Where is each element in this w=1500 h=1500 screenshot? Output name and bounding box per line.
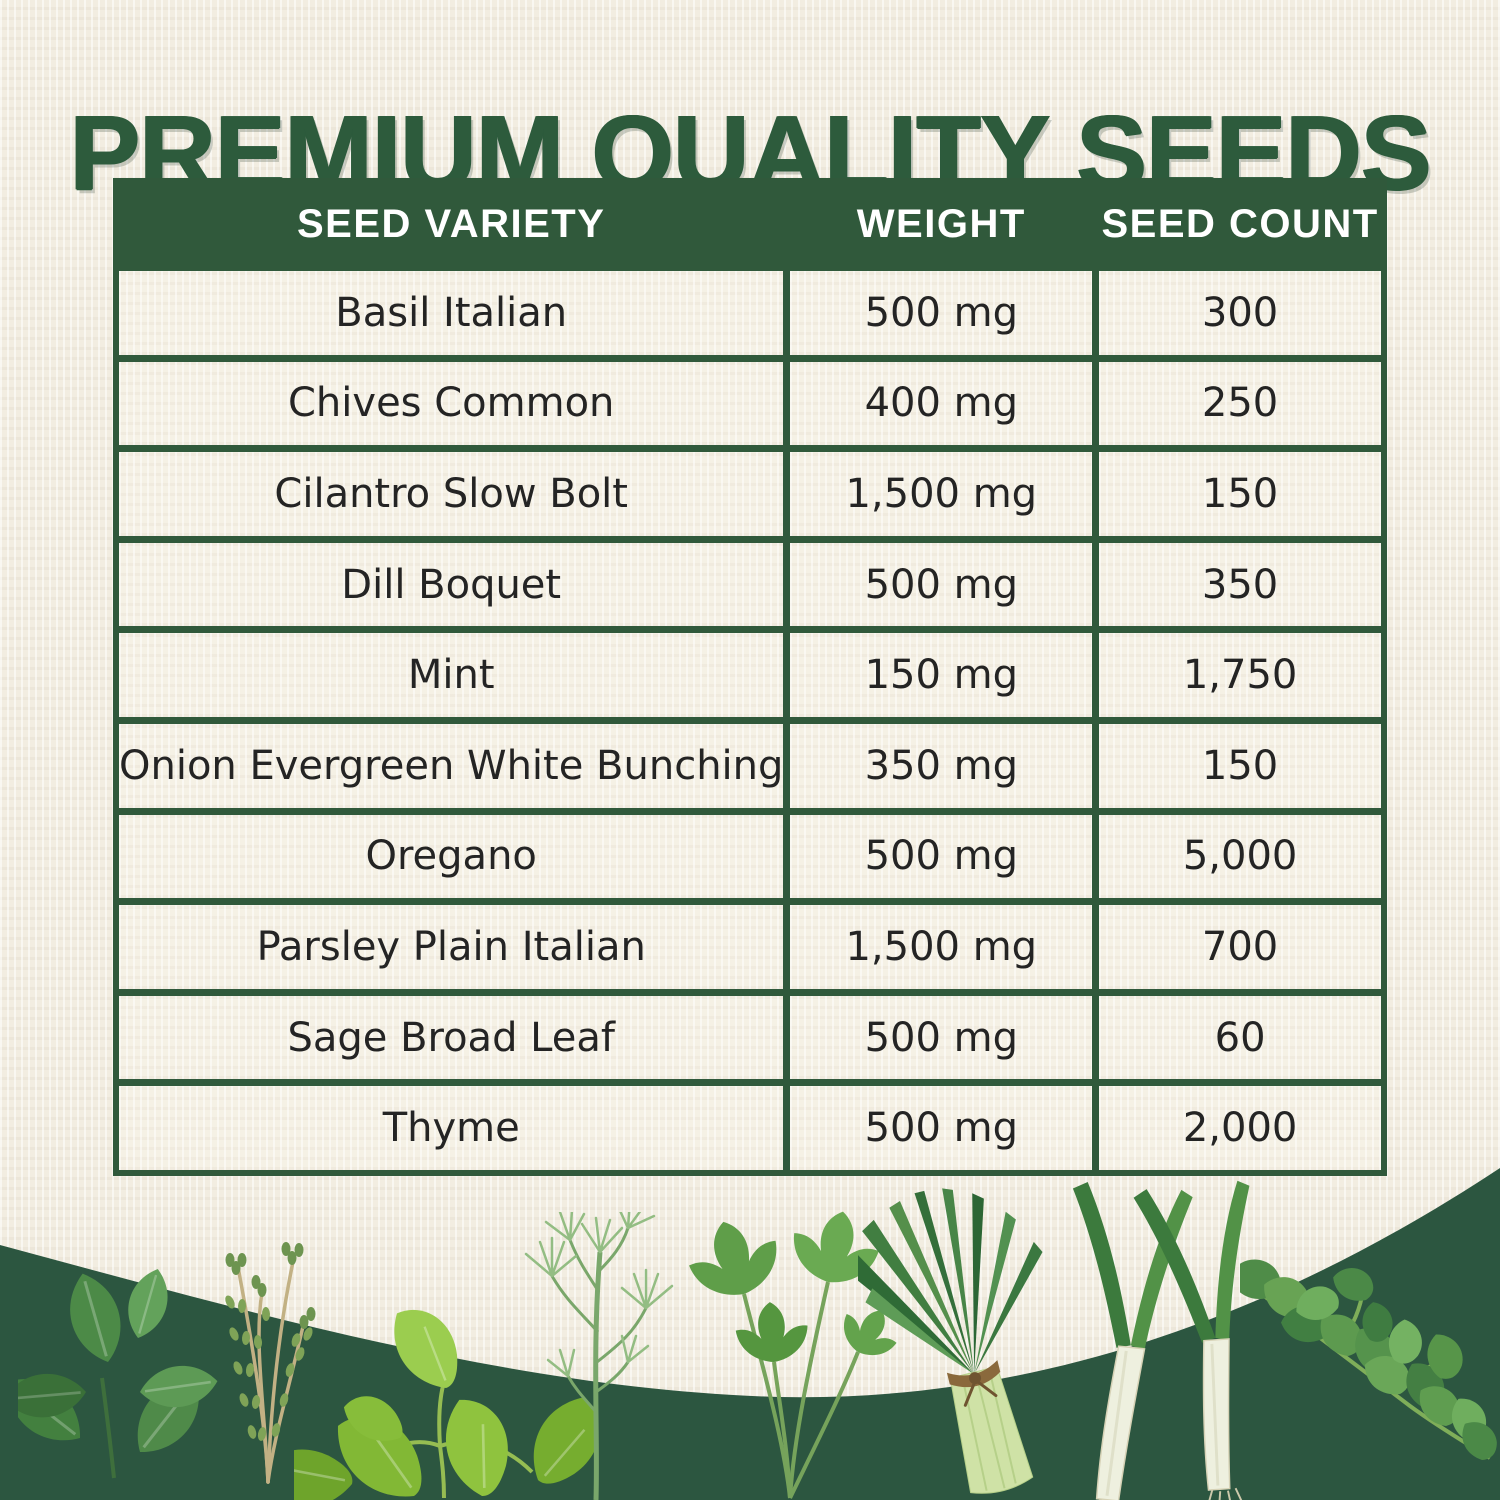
count-cell: 5,000 <box>1099 814 1381 899</box>
weight-cell: 500 mg <box>790 271 1093 355</box>
variety-cell: Parsley Plain Italian <box>119 905 784 989</box>
chives-bundle-illustration <box>858 1188 1043 1494</box>
variety-cell: Sage Broad Leaf <box>119 995 784 1080</box>
variety-cell: Dill Boquet <box>119 542 784 627</box>
weight-cell: 1,500 mg <box>790 452 1093 536</box>
weight-cell: 1,500 mg <box>790 905 1093 989</box>
dill-illustration <box>524 1212 674 1500</box>
oregano-illustration <box>1240 1259 1497 1460</box>
weight-cell: 400 mg <box>790 361 1093 446</box>
variety-cell: Onion Evergreen White Bunching <box>119 723 784 808</box>
column-header-seed-count: SEED COUNT <box>1101 201 1379 246</box>
variety-cell: Oregano <box>119 814 784 899</box>
variety-cell: Chives Common <box>119 361 784 446</box>
column-header-seed-variety: SEED VARIETY <box>296 201 606 246</box>
count-cell: 150 <box>1099 452 1381 536</box>
count-cell: 300 <box>1099 271 1381 355</box>
mint-illustration <box>18 1269 218 1479</box>
count-cell: 60 <box>1099 995 1381 1080</box>
weight-cell: 500 mg <box>790 542 1093 627</box>
column-header-weight: WEIGHT <box>856 201 1026 246</box>
count-cell: 1,750 <box>1099 633 1381 717</box>
weight-cell: 500 mg <box>790 1086 1093 1170</box>
seed-table: SEED VARIETY WEIGHT SEED COUNT Basil Ita… <box>113 178 1387 1176</box>
weight-cell: 500 mg <box>790 814 1093 899</box>
count-cell: 250 <box>1099 361 1381 446</box>
weight-cell: 150 mg <box>790 633 1093 717</box>
weight-cell: 500 mg <box>790 995 1093 1080</box>
count-cell: 150 <box>1099 723 1381 808</box>
variety-cell: Mint <box>119 633 784 717</box>
variety-cell: Thyme <box>119 1086 784 1170</box>
count-cell: 700 <box>1099 905 1381 989</box>
count-cell: 350 <box>1099 542 1381 627</box>
weight-cell: 350 mg <box>790 723 1093 808</box>
variety-cell: Basil Italian <box>119 271 784 355</box>
variety-cell: Cilantro Slow Bolt <box>119 452 784 536</box>
count-cell: 2,000 <box>1099 1086 1381 1170</box>
basil-illustration <box>294 1309 594 1500</box>
thyme-illustration <box>225 1242 316 1484</box>
